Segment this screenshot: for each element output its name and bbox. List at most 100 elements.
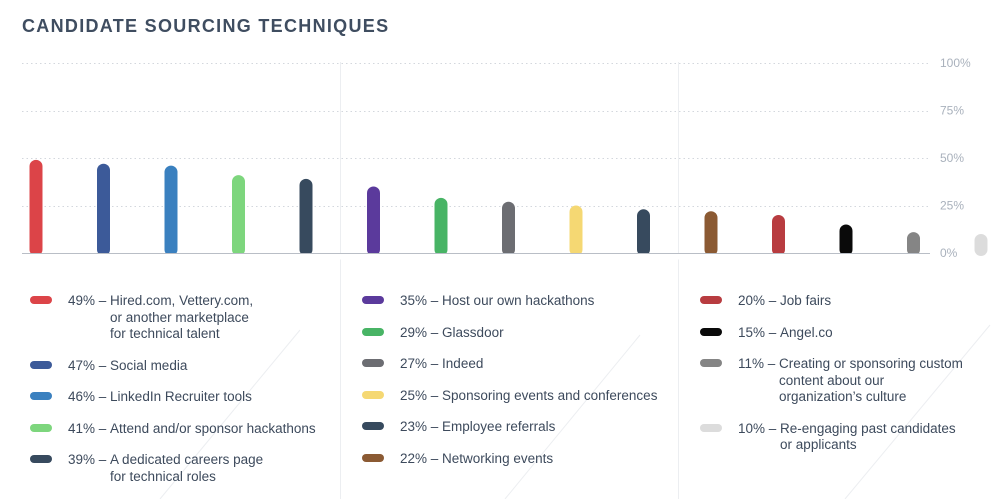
legend-text: 20% – Job fairs xyxy=(738,293,832,308)
legend-text: 35% – Host our own hackathons xyxy=(400,293,595,308)
legend-text: 49% – Hired.com, Vettery.com, or another… xyxy=(68,293,254,341)
legend-swatch xyxy=(30,423,52,432)
legend-label: Angel.co xyxy=(780,324,833,340)
legend-value: 10% xyxy=(738,420,766,436)
legend-swatch xyxy=(30,296,52,304)
legend-column: 35% – Host our own hackathons 29% – Glass… xyxy=(362,293,657,482)
bar xyxy=(367,186,380,256)
legend-column: 20% – Job fairs 15% – Angel.co 11% – Creat… xyxy=(700,293,963,469)
legend-value: 47% xyxy=(68,357,96,373)
legend-value: 49% xyxy=(68,293,96,308)
bar xyxy=(164,165,178,256)
legend-label: Hired.com, Vettery.com, or another marke… xyxy=(110,293,254,341)
legend-column: 49% – Hired.com, Vettery.com, or another… xyxy=(30,293,316,500)
legend-item: 20% – Job fairs xyxy=(700,293,963,310)
legend-item: 41% – Attend and/or sponsor hackathons xyxy=(30,421,316,438)
bar xyxy=(434,197,448,256)
legend-item: 11% – Creating or sponsoring custom cont… xyxy=(700,356,963,406)
legend-text: 29% – Glassdoor xyxy=(400,324,504,340)
legend-swatch xyxy=(362,453,384,462)
bar xyxy=(569,205,583,256)
legend-text: 10% – Re-engaging past candidates or app… xyxy=(738,420,956,453)
legend-text: 27% – Indeed xyxy=(400,356,484,371)
legend-item: 47% – Social media xyxy=(30,358,316,375)
legend-item: 25% – Sponsoring events and conferences xyxy=(362,388,657,405)
legend-label: Attend and/or sponsor hackathons xyxy=(110,420,316,436)
legend-text: 39% – A dedicated careers page for techn… xyxy=(68,452,264,484)
bar xyxy=(299,178,313,256)
legend-item: 29% – Glassdoor xyxy=(362,325,657,342)
legend-value: 27% xyxy=(400,356,428,371)
legend-value: 22% xyxy=(400,450,428,466)
legend-swatch xyxy=(362,359,384,367)
legend-label: Indeed xyxy=(442,356,484,371)
legend-item: 27% – Indeed xyxy=(362,356,657,373)
legend-value: 23% xyxy=(400,419,428,434)
bar xyxy=(772,215,785,256)
legend-label: A dedicated careers page for technical r… xyxy=(110,452,264,484)
legend-item: 15% – Angel.co xyxy=(700,325,963,342)
legend-swatch xyxy=(30,392,52,400)
legend-value: 11% xyxy=(738,356,765,371)
bar xyxy=(704,211,718,256)
legend-text: 25% – Sponsoring events and conferences xyxy=(400,387,658,403)
y-tick-label: 100% xyxy=(940,56,971,70)
bar xyxy=(502,201,515,256)
legend-swatch xyxy=(700,359,722,367)
legend-item: 39% – A dedicated careers page for techn… xyxy=(30,452,316,485)
legend-label: Job fairs xyxy=(780,293,832,308)
legend-label: Social media xyxy=(110,357,188,373)
legend-label: Host our own hackathons xyxy=(442,293,595,308)
legend-label: Employee referrals xyxy=(442,419,556,434)
bar xyxy=(97,163,110,256)
legend-swatch xyxy=(362,422,384,430)
chart-title: CANDIDATE SOURCING TECHNIQUES xyxy=(22,16,390,36)
bar xyxy=(29,159,43,256)
legend-swatch xyxy=(700,296,722,304)
legend-value: 41% xyxy=(68,420,96,436)
legend-label: Re-engaging past candidates or applicant… xyxy=(780,420,956,453)
bar xyxy=(907,232,920,256)
legend-swatch xyxy=(362,296,384,304)
legend-text: 46% – LinkedIn Recruiter tools xyxy=(68,389,252,404)
legend-value: 35% xyxy=(400,293,428,308)
legend-value: 39% xyxy=(68,452,96,467)
legend-item: 22% – Networking events xyxy=(362,451,657,468)
y-tick-label: 0% xyxy=(940,246,958,260)
bar xyxy=(974,234,988,256)
legend-text: 11% – Creating or sponsoring custom cont… xyxy=(738,356,963,404)
legend-value: 29% xyxy=(400,324,428,340)
y-tick-label: 75% xyxy=(940,104,964,118)
legend-item: 10% – Re-engaging past candidates or app… xyxy=(700,421,963,454)
legend-label: Glassdoor xyxy=(442,324,504,340)
bar xyxy=(637,209,650,256)
bar xyxy=(839,224,853,256)
legend-value: 25% xyxy=(400,387,428,403)
baseline-mask xyxy=(22,253,930,260)
legend-text: 47% – Social media xyxy=(68,357,188,373)
legend-text: 41% – Attend and/or sponsor hackathons xyxy=(68,420,316,436)
legend-swatch xyxy=(30,455,52,463)
legend-item: 46% – LinkedIn Recruiter tools xyxy=(30,389,316,406)
legend-swatch xyxy=(700,423,722,432)
legend-item: 23% – Employee referrals xyxy=(362,419,657,436)
legend-value: 15% xyxy=(738,324,766,340)
legend-value: 20% xyxy=(738,293,766,308)
legend-label: Creating or sponsoring custom content ab… xyxy=(779,356,963,404)
y-tick-label: 50% xyxy=(940,151,964,165)
legend-text: 22% – Networking events xyxy=(400,450,554,466)
y-tick-label: 25% xyxy=(940,199,964,213)
legend-label: LinkedIn Recruiter tools xyxy=(110,389,252,404)
legend-text: 23% – Employee referrals xyxy=(400,419,556,434)
legend-item: 49% – Hired.com, Vettery.com, or another… xyxy=(30,293,316,343)
legend-value: 46% xyxy=(68,389,96,404)
legend-label: Networking events xyxy=(442,450,554,466)
legend-label: Sponsoring events and conferences xyxy=(442,387,658,403)
legend-swatch xyxy=(700,327,722,336)
legend-swatch xyxy=(30,360,52,369)
legend-text: 15% – Angel.co xyxy=(738,324,833,340)
legend-swatch xyxy=(362,327,384,336)
bar xyxy=(232,175,245,256)
